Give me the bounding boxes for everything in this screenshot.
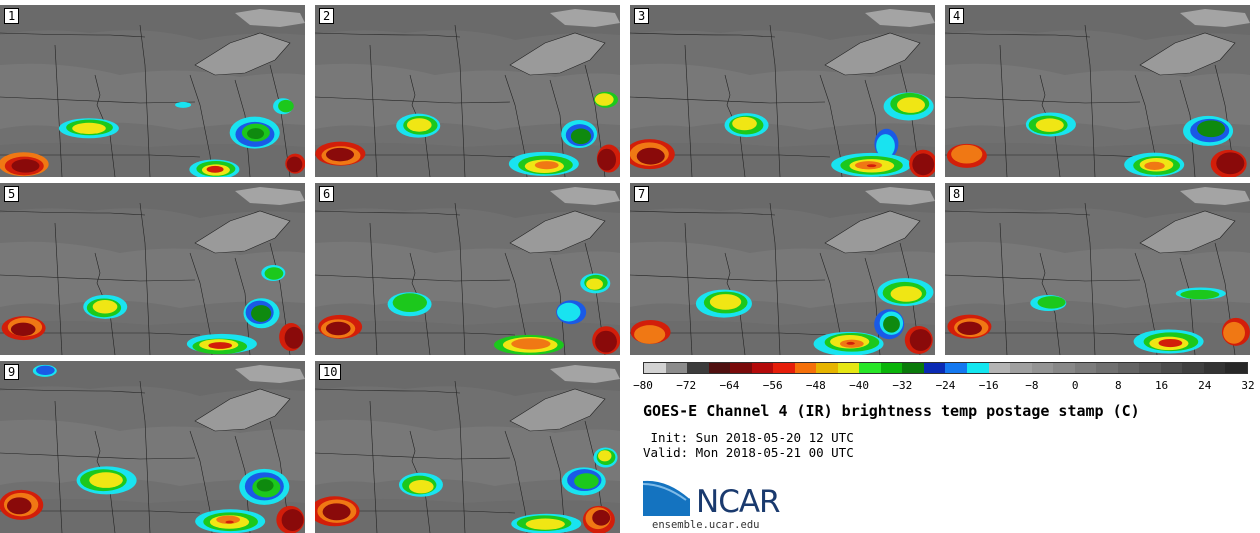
panel-number-label: 7 — [634, 186, 650, 202]
panel-map-image — [630, 183, 935, 355]
colorbar-tick-label: 24 — [1198, 379, 1212, 392]
colorbar-swatch — [1074, 363, 1097, 373]
panel-number-label: 5 — [4, 186, 20, 202]
colorbar-swatch — [945, 363, 967, 373]
colorbar-swatch — [730, 363, 752, 373]
colorbar-swatch — [1160, 363, 1183, 373]
valid-time: Valid: Mon 2018-05-21 00 UTC — [643, 445, 854, 460]
panel-number-label: 4 — [949, 8, 965, 24]
panel-map-image — [945, 183, 1250, 355]
panel-number-label: 6 — [319, 186, 335, 202]
colorbar-tick-label: 8 — [1115, 379, 1122, 392]
colorbar-swatch — [880, 363, 903, 373]
colorbar-swatch — [1139, 363, 1161, 373]
panel-6: 6 — [315, 183, 620, 355]
site-url[interactable]: ensemble.ucar.edu — [652, 519, 760, 531]
panel-number-label: 10 — [319, 364, 342, 380]
panel-map-image — [315, 361, 620, 533]
colorbar-swatch — [837, 363, 860, 373]
colorbar-tick-label: −64 — [719, 379, 740, 392]
colorbar-swatch — [1182, 363, 1204, 373]
colorbar-swatch — [988, 363, 1011, 373]
panel-number-label: 2 — [319, 8, 335, 24]
panel-map-image — [0, 5, 305, 177]
colorbar-tick-label: −32 — [892, 379, 913, 392]
colorbar-tick-label: −72 — [676, 379, 697, 392]
colorbar-swatch — [687, 363, 709, 373]
panel-10: 10 — [315, 361, 620, 533]
figure-title: GOES-E Channel 4 (IR) brightness temp po… — [643, 402, 1140, 420]
colorbar-tick-label: −40 — [849, 379, 869, 392]
colorbar-tick-label: −56 — [762, 379, 783, 392]
panel-4: 4 — [945, 5, 1250, 177]
colorbar-tick-label: 16 — [1154, 379, 1169, 392]
colorbar-swatch — [1010, 363, 1032, 373]
colorbar-tick-label: −80 — [633, 379, 653, 392]
colorbar-tick-label: −48 — [805, 379, 826, 392]
ncar-logo-text: NCAR — [696, 484, 781, 520]
colorbar-swatch — [1031, 363, 1054, 373]
colorbar-swatch — [1203, 363, 1226, 373]
colorbar-swatch — [1117, 363, 1140, 373]
colorbar-ticks: −80 −72 −64 −56 −48 −40 −32 −24 −16 −8 0 8 16 24 32 — [633, 379, 1255, 393]
panel-map-image — [0, 361, 305, 533]
panel-number-label: 9 — [4, 364, 20, 380]
panel-map-image — [0, 183, 305, 355]
panel-1: 1 — [0, 5, 305, 177]
panel-number-label: 8 — [949, 186, 965, 202]
colorbar-swatch — [1096, 363, 1118, 373]
colorbar-tick-label: 32 — [1241, 379, 1255, 392]
panel-2: 2 — [315, 5, 620, 177]
colorbar-swatch — [644, 363, 666, 373]
colorbar-swatch — [773, 363, 795, 373]
colorbar-swatch — [816, 363, 838, 373]
panel-map-image — [630, 5, 935, 177]
init-time: Init: Sun 2018-05-20 12 UTC — [643, 430, 854, 445]
panel-9: 9 — [0, 361, 305, 533]
colorbar-swatch — [665, 363, 688, 373]
panel-7: 7 — [630, 183, 935, 355]
colorbar-tick-label: −24 — [935, 379, 956, 392]
colorbar-swatch — [966, 363, 989, 373]
colorbar — [643, 362, 1248, 374]
colorbar-swatch — [1225, 363, 1247, 373]
panel-3: 3 — [630, 5, 935, 177]
colorbar-swatch — [708, 363, 731, 373]
panel-number-label: 1 — [4, 8, 20, 24]
colorbar-swatch — [902, 363, 924, 373]
colorbar-swatch — [794, 363, 817, 373]
colorbar-tick-label: 0 — [1071, 379, 1079, 392]
colorbar-swatch — [923, 363, 946, 373]
ncar-logo-icon — [642, 478, 691, 516]
colorbar-swatch — [859, 363, 881, 373]
panel-map-image — [315, 5, 620, 177]
colorbar-swatch — [1053, 363, 1075, 373]
panel-map-image — [945, 5, 1250, 177]
panel-number-label: 3 — [634, 8, 650, 24]
panel-map-image — [315, 183, 620, 355]
colorbar-tick-label: −16 — [978, 379, 999, 392]
panel-5: 5 — [0, 183, 305, 355]
colorbar-tick-label: −8 — [1025, 379, 1039, 392]
panel-8: 8 — [945, 183, 1250, 355]
colorbar-swatch — [751, 363, 774, 373]
